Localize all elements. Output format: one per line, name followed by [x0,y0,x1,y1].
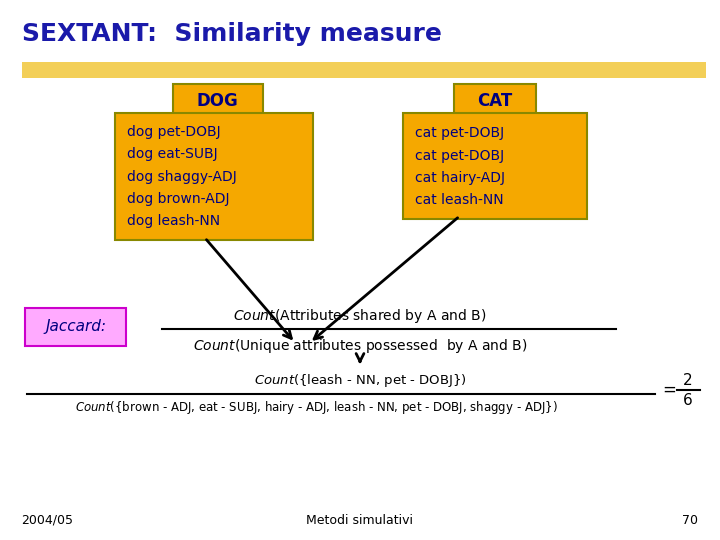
Text: 2: 2 [683,373,693,388]
Text: SEXTANT:  Similarity measure: SEXTANT: Similarity measure [22,22,441,45]
Text: CAT: CAT [477,92,513,110]
Text: 70: 70 [683,514,698,526]
FancyBboxPatch shape [454,84,536,119]
Text: cat leash-NN: cat leash-NN [415,193,504,207]
Text: =: = [662,381,677,399]
Text: cat hairy-ADJ: cat hairy-ADJ [415,171,505,185]
Text: dog pet-DOBJ: dog pet-DOBJ [127,125,221,139]
Text: cat pet-DOBJ: cat pet-DOBJ [415,148,505,163]
Text: 6: 6 [683,393,693,408]
Text: dog leash-NN: dog leash-NN [127,214,220,228]
Text: $\mathit{Count}$(Attributes shared by A and B): $\mathit{Count}$(Attributes shared by A … [233,307,487,325]
Text: Metodi simulativi: Metodi simulativi [307,514,413,526]
Text: $\mathit{Count}$({leash - NN, pet - DOBJ}): $\mathit{Count}$({leash - NN, pet - DOBJ… [253,372,467,389]
Text: $\mathit{Count}$({brown - ADJ, eat - SUBJ, hairy - ADJ, leash - NN, pet - DOBJ, : $\mathit{Count}$({brown - ADJ, eat - SUB… [76,399,558,416]
Text: Jaccard:: Jaccard: [45,319,106,334]
Text: $\mathit{Count}$(Unique attributes possessed  by A and B): $\mathit{Count}$(Unique attributes posse… [193,336,527,355]
Bar [22,62,706,78]
Text: cat pet-DOBJ: cat pet-DOBJ [415,126,505,140]
Text: dog eat-SUBJ: dog eat-SUBJ [127,147,218,161]
Text: dog shaggy-ADJ: dog shaggy-ADJ [127,170,237,184]
Text: DOG: DOG [197,92,238,110]
FancyBboxPatch shape [403,113,587,219]
FancyBboxPatch shape [25,308,126,346]
Text: dog brown-ADJ: dog brown-ADJ [127,192,230,206]
FancyBboxPatch shape [115,113,313,240]
FancyBboxPatch shape [173,84,263,119]
Text: 2004/05: 2004/05 [22,514,73,526]
